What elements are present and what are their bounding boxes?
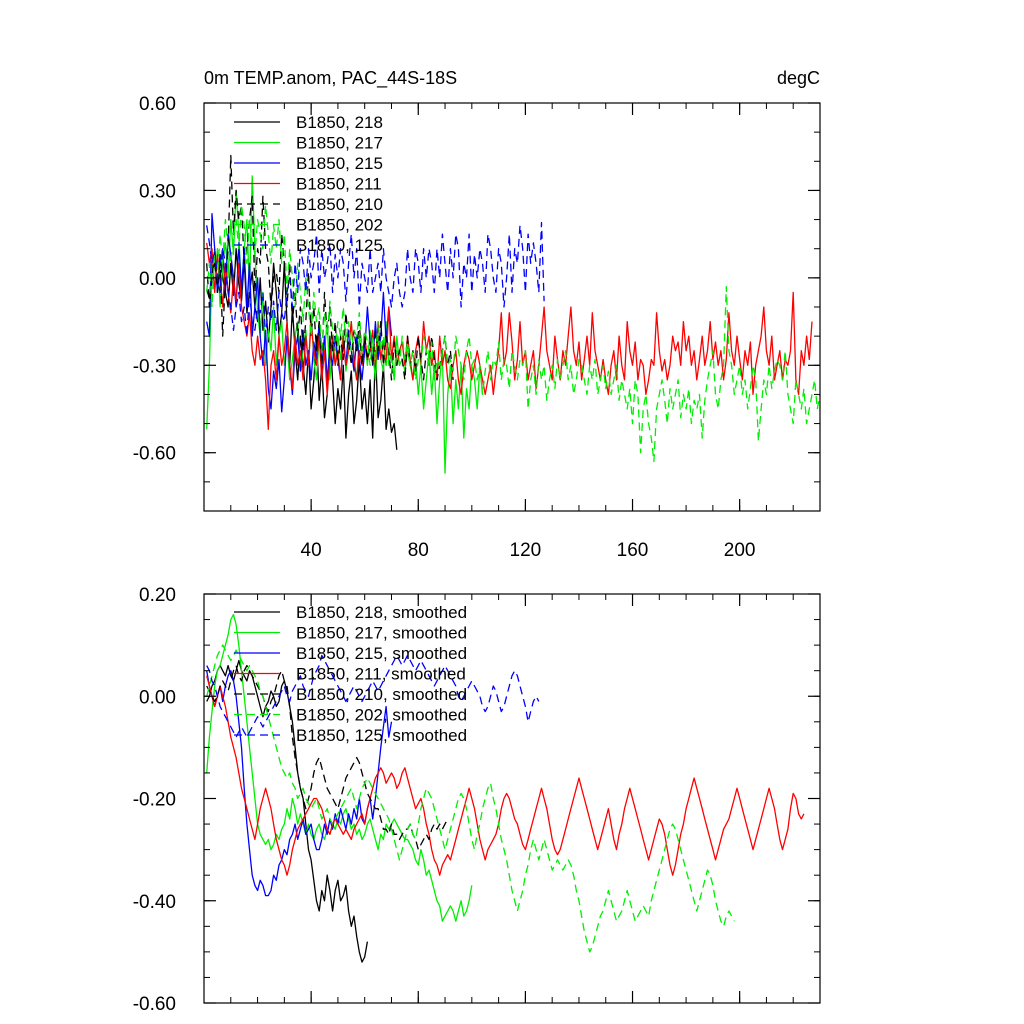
y-tick-label: -0.40 [133,892,176,913]
legend-label: B1850, 217, smoothed [296,624,467,643]
legend-label: B1850, 125, smoothed [296,726,467,745]
top-plot-area: 0.60 0.30 0.00 -0.30 -0.60 40 80 120 160 200 B1850… [133,94,821,561]
legend-label: B1850, 217 [296,134,383,153]
legend-label: B1850, 211, smoothed [296,665,466,684]
y-tick-label: -0.30 [133,356,176,377]
y-tick-label: 0.00 [139,687,176,708]
y-tick-label: 0.60 [139,94,176,115]
x-tick-label: 80 [408,540,429,561]
legend-label: B1850, 215 [296,154,383,173]
y-tick-label: -0.60 [133,444,176,465]
y-tick-label: -0.60 [133,994,176,1015]
x-tick-label: 40 [301,540,322,561]
y-tick-label: -0.20 [133,790,176,811]
series-line-4 [206,242,813,431]
legend-label: B1850, 218 [296,113,383,132]
series-group [206,154,820,474]
legend-label: B1850, 125 [296,236,383,255]
x-tick-label: 160 [617,540,649,561]
series-line-6 [206,644,735,953]
x-tick-label: 120 [510,540,542,561]
series-line-7 [206,654,540,738]
legend-label: B1850, 210, smoothed [296,685,467,704]
legend-label: B1850, 202 [296,216,383,235]
legend-label: B1850, 202, smoothed [296,706,467,725]
bottom-plot-area: 0.20 0.00 -0.20 -0.40 -0.60 B1850, 218, smoot… [133,585,821,1015]
y-tick-label: 0.20 [139,585,176,606]
series-group [206,613,805,963]
y-tick-label: 0.30 [139,181,176,202]
top-panel-units: degC [777,68,820,88]
series-line-6 [206,204,820,463]
legend: B1850, 218, smoothed B1850, 217, smoothed… [234,603,467,745]
y-tick-label: 0.00 [139,269,176,290]
x-tick-label: 200 [724,540,756,561]
bottom-panel: 0.20 0.00 -0.20 -0.40 -0.60 B1850, 218, smoot… [133,585,821,1015]
series-line-3 [206,670,393,897]
series-line-2 [206,613,473,922]
legend-label: B1850, 215, smoothed [296,644,467,663]
legend-label: B1850, 210 [296,195,383,214]
series-line-4 [206,675,805,876]
legend-label: B1850, 218, smoothed [296,603,467,622]
legend-label: B1850, 211 [296,175,382,194]
top-panel: 0m TEMP.anom, PAC_44S-18S degC 0.600.300… [133,68,821,561]
top-panel-title: 0m TEMP.anom, PAC_44S-18S [204,68,457,89]
series-line-7 [206,221,545,337]
